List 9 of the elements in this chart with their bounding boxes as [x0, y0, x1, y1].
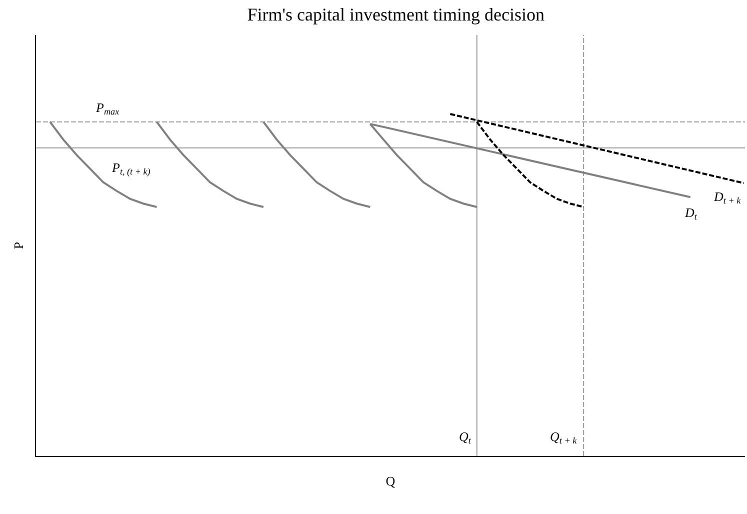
x-axis-title: Q [386, 474, 396, 489]
y-axis-title: P [10, 242, 26, 250]
series-label: D$_{t}$ [684, 205, 698, 222]
text: Q$_{t + k}$ [550, 429, 577, 446]
series-label: P$_{t, (t + k)}$ [111, 160, 150, 177]
text: Q$_{t}$ [459, 429, 471, 446]
ref-line-label: P$_{max}$ [95, 100, 120, 117]
series-label: D$_{t + k}$ [713, 189, 742, 206]
chart-title: Firm's capital investment timing decision [247, 4, 545, 24]
